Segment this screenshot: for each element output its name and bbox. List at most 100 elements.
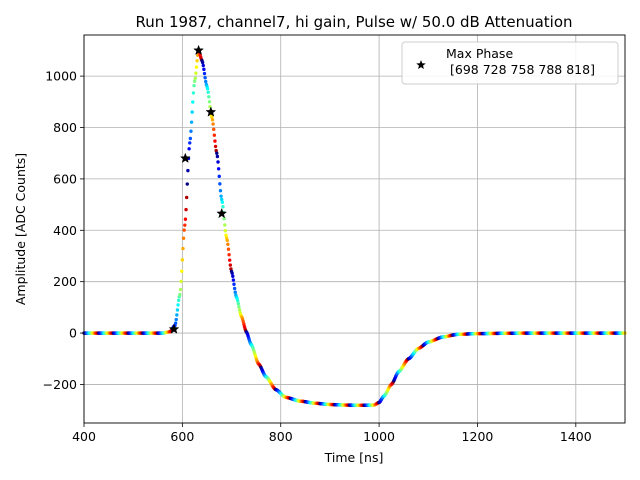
pulse-sample-point	[237, 305, 241, 309]
pulse-sample-point	[213, 144, 218, 149]
pulse-sample-point	[212, 133, 217, 137]
pulse-sample-point	[217, 174, 221, 179]
x-tick-label: 1200	[462, 429, 494, 444]
y-axis-label: Amplitude [ADC Counts]	[13, 153, 28, 305]
pulse-sample-point	[214, 148, 218, 153]
legend: Max Phase [698 728 758 788 818]	[401, 41, 619, 85]
y-tick-label: 0	[69, 326, 77, 341]
x-tick-label: 800	[269, 429, 293, 444]
pulse-sample-point	[182, 228, 186, 232]
pulse-sample-point	[212, 127, 216, 132]
pulse-sample-point	[196, 53, 200, 57]
pulse-sample-point	[192, 83, 196, 88]
pulse-sample-point	[221, 205, 225, 209]
pulse-sample-point	[205, 86, 210, 91]
y-tick-label: 400	[53, 223, 77, 238]
pulse-sample-point	[204, 79, 208, 84]
pulse-sample-point	[192, 79, 197, 83]
pulse-sample-point	[185, 182, 189, 186]
x-tick-label: 400	[72, 429, 96, 444]
pulse-sample-point	[190, 110, 194, 114]
pulse-sample-point	[219, 194, 223, 198]
plot-frame	[83, 34, 626, 424]
pulse-sample-point	[173, 321, 178, 325]
pulse-sample-point	[220, 197, 224, 202]
pulse-sample-point	[207, 100, 212, 104]
pulse-sample-point	[232, 282, 236, 286]
pulse-sample-point	[175, 313, 179, 317]
pulse-sample-point	[228, 263, 233, 267]
pulse-sample-point	[216, 160, 220, 164]
pulse-sample-point	[179, 279, 183, 284]
pulse-sample-point	[180, 269, 184, 273]
pulse-series	[82, 49, 627, 407]
pulse-sample-point	[195, 59, 199, 63]
chart-title: Run 1987, channel7, hi gain, Pulse w/ 50…	[135, 13, 572, 31]
pulse-sample-point	[200, 60, 205, 65]
y-tick-label: 600	[53, 171, 77, 186]
pulse-sample-point	[231, 274, 235, 278]
pulse-sample-point	[193, 76, 197, 80]
x-tick-label: 1000	[363, 429, 395, 444]
pulse-sample-point	[174, 317, 178, 322]
legend-star-marker	[416, 60, 426, 70]
pulse-sample-point	[230, 271, 234, 275]
pulse-sample-point	[222, 217, 226, 221]
pulse-sample-point	[188, 136, 193, 141]
pulse-sample-point	[218, 182, 222, 186]
pulse-sample-point	[191, 100, 195, 104]
pulse-sample-point	[176, 298, 181, 303]
pulse-sample-point	[215, 154, 220, 159]
pulse-sample-point	[194, 65, 199, 69]
pulse-sample-point	[218, 189, 223, 193]
pulse-sample-point	[189, 120, 194, 124]
pulse-sample-point	[224, 233, 228, 237]
legend-box	[401, 41, 619, 85]
pulse-sample-point	[206, 90, 210, 94]
pulse-sample-point	[194, 71, 198, 75]
pulse-sample-point	[215, 151, 219, 155]
max-phase-star	[179, 152, 191, 163]
pulse-sample-point	[207, 95, 211, 99]
max-phase-star	[216, 207, 228, 219]
max-phase-star	[168, 323, 180, 334]
x-tick-label: 1400	[560, 429, 592, 444]
pulse-sample-point	[220, 200, 225, 204]
pulse-sample-point	[191, 91, 196, 95]
pulse-sample-point	[235, 299, 240, 303]
legend-label: Max Phase	[446, 46, 513, 61]
pulse-sample-point	[236, 301, 241, 306]
pulse-sample-point	[210, 118, 215, 122]
pulse-sample-point	[187, 147, 191, 151]
legend-phase-values: [698 728 758 788 818]	[450, 62, 595, 77]
pulse-sample-point	[184, 195, 189, 200]
y-tick-label: 800	[53, 120, 77, 135]
pulse-sample-point	[216, 167, 221, 171]
pulse-sample-point	[232, 286, 237, 291]
pulse-sample-point	[178, 292, 182, 297]
pulse-sample-point	[211, 122, 215, 126]
pulse-sample-point	[233, 290, 237, 294]
pulse-sample-point	[201, 63, 205, 68]
max-phase-star	[205, 106, 217, 117]
pulse-sample-point	[223, 229, 228, 233]
pulse-sample-point	[231, 278, 236, 282]
pulse-sample-point	[226, 247, 231, 251]
pulse-sample-point	[186, 168, 190, 173]
y-tick-label: 1000	[45, 69, 77, 84]
pulse-sample-point	[237, 308, 242, 312]
pulse-sample-point	[180, 258, 185, 262]
pulse-sample-point	[203, 76, 207, 80]
axis-ticks: 400 600 800 1000 1200 1400 −200 0 200 400 600 800 10…	[43, 69, 592, 444]
pulse-sample-point	[223, 223, 227, 227]
pulse-sample-point	[202, 71, 207, 76]
pulse-sample-point	[184, 207, 188, 212]
y-tick-label: −200	[43, 377, 77, 392]
pulse-sample-point	[181, 236, 186, 240]
grid-lines	[83, 35, 625, 423]
pulse-sample-point	[189, 129, 193, 133]
pulse-sample-point	[227, 253, 231, 257]
pulse-sample-point	[228, 258, 232, 262]
max-phase-star	[193, 44, 205, 56]
